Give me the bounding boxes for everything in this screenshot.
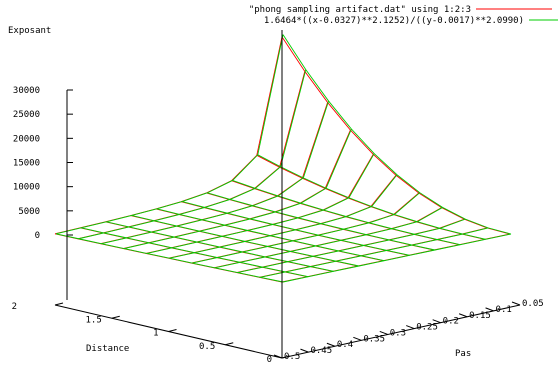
z-axis-label: Exposant <box>8 26 51 36</box>
y-tick-label: 0.25 <box>416 323 438 333</box>
z-tick-label: 10000 <box>13 183 40 193</box>
fit-mesh-xline <box>124 128 352 249</box>
y-tick-mark <box>273 354 283 359</box>
x-tick-mark <box>54 302 64 306</box>
fit-mesh-yline <box>81 227 309 278</box>
data-mesh-yline <box>256 154 485 240</box>
y-tick-label: 0.15 <box>469 311 491 321</box>
y-tick-label: 0.05 <box>522 299 544 309</box>
y-tick-mark <box>458 313 468 318</box>
z-tick-label: 20000 <box>13 134 40 144</box>
fit-mesh-xline <box>214 207 443 269</box>
fit-mesh-xline <box>192 192 421 264</box>
z-tick-label: 30000 <box>13 86 40 96</box>
y-tick-label: 0.35 <box>363 334 385 344</box>
y-tick-mark <box>485 307 494 312</box>
fit-mesh-yline <box>156 208 385 262</box>
axes <box>54 30 521 359</box>
fit-mesh-xline <box>78 69 307 240</box>
legend: "phong sampling artifact.dat" using 1:2:… <box>249 5 558 26</box>
y-tick-label: 0.5 <box>284 352 300 362</box>
fit-mesh-xline <box>169 174 398 259</box>
x-tick-mark <box>225 342 234 346</box>
fit-mesh-xline <box>55 34 284 235</box>
fit-mesh-xline <box>146 153 375 254</box>
fit-mesh-xline <box>101 100 330 245</box>
x-tick-mark <box>281 355 291 359</box>
legend-entry-data-label: "phong sampling artifact.dat" using 1:2:… <box>249 5 471 15</box>
fit-mesh-yline <box>232 180 461 246</box>
y-tick-mark <box>379 330 388 335</box>
fit-mesh-xline <box>237 218 466 274</box>
x-tick-label: 2 <box>12 302 17 312</box>
tick-labels: 0 5000 10000 15000 20000 25000 30000 2 1.5 1 0.5 0 0… <box>12 86 544 365</box>
y-tick-mark <box>432 319 441 324</box>
y-tick-mark <box>353 336 362 341</box>
legend-entry-fit-label: 1.6464*((x-0.0327)**2.1252)/((y-0.0017)*… <box>264 16 524 26</box>
fit-mesh-yline <box>55 233 284 283</box>
x-tick-label: 1 <box>153 329 158 339</box>
x-tick-mark <box>168 329 177 332</box>
x-tick-label: 0.5 <box>199 342 215 352</box>
fit-mesh-yline <box>207 192 436 251</box>
z-tick-label: 15000 <box>13 159 40 169</box>
x-tick-mark <box>111 315 120 319</box>
y-tick-label: 0.4 <box>337 340 353 350</box>
fit-mesh-yline <box>181 201 410 256</box>
y-axis-label: Pas <box>455 349 471 359</box>
z-tick-label: 0 <box>35 231 40 241</box>
y-tick-mark <box>511 301 521 306</box>
fit-mesh-xline <box>260 227 489 278</box>
y-tick-label: 0.3 <box>390 328 406 338</box>
y-tick-label: 0.1 <box>496 305 512 315</box>
x-tick-label: 0 <box>267 355 272 365</box>
fit-mesh-yline <box>131 215 360 267</box>
surface-mesh <box>54 34 512 283</box>
x-tick-label: 1.5 <box>85 315 101 325</box>
y-tick-label: 0.45 <box>310 346 332 356</box>
y-tick-label: 0.2 <box>443 317 459 327</box>
y-tick-mark <box>326 342 336 347</box>
x-axis-label: Distance <box>86 344 129 354</box>
z-tick-label: 25000 <box>13 110 40 120</box>
fit-mesh-yline <box>257 154 486 240</box>
z-tick-label: 5000 <box>18 207 40 217</box>
fit-mesh-xline <box>282 233 512 283</box>
y-tick-mark <box>300 348 309 353</box>
y-axis-line <box>281 304 521 359</box>
fit-mesh-yline <box>282 34 512 235</box>
y-tick-mark <box>406 325 415 330</box>
fit-mesh-yline <box>106 221 334 272</box>
